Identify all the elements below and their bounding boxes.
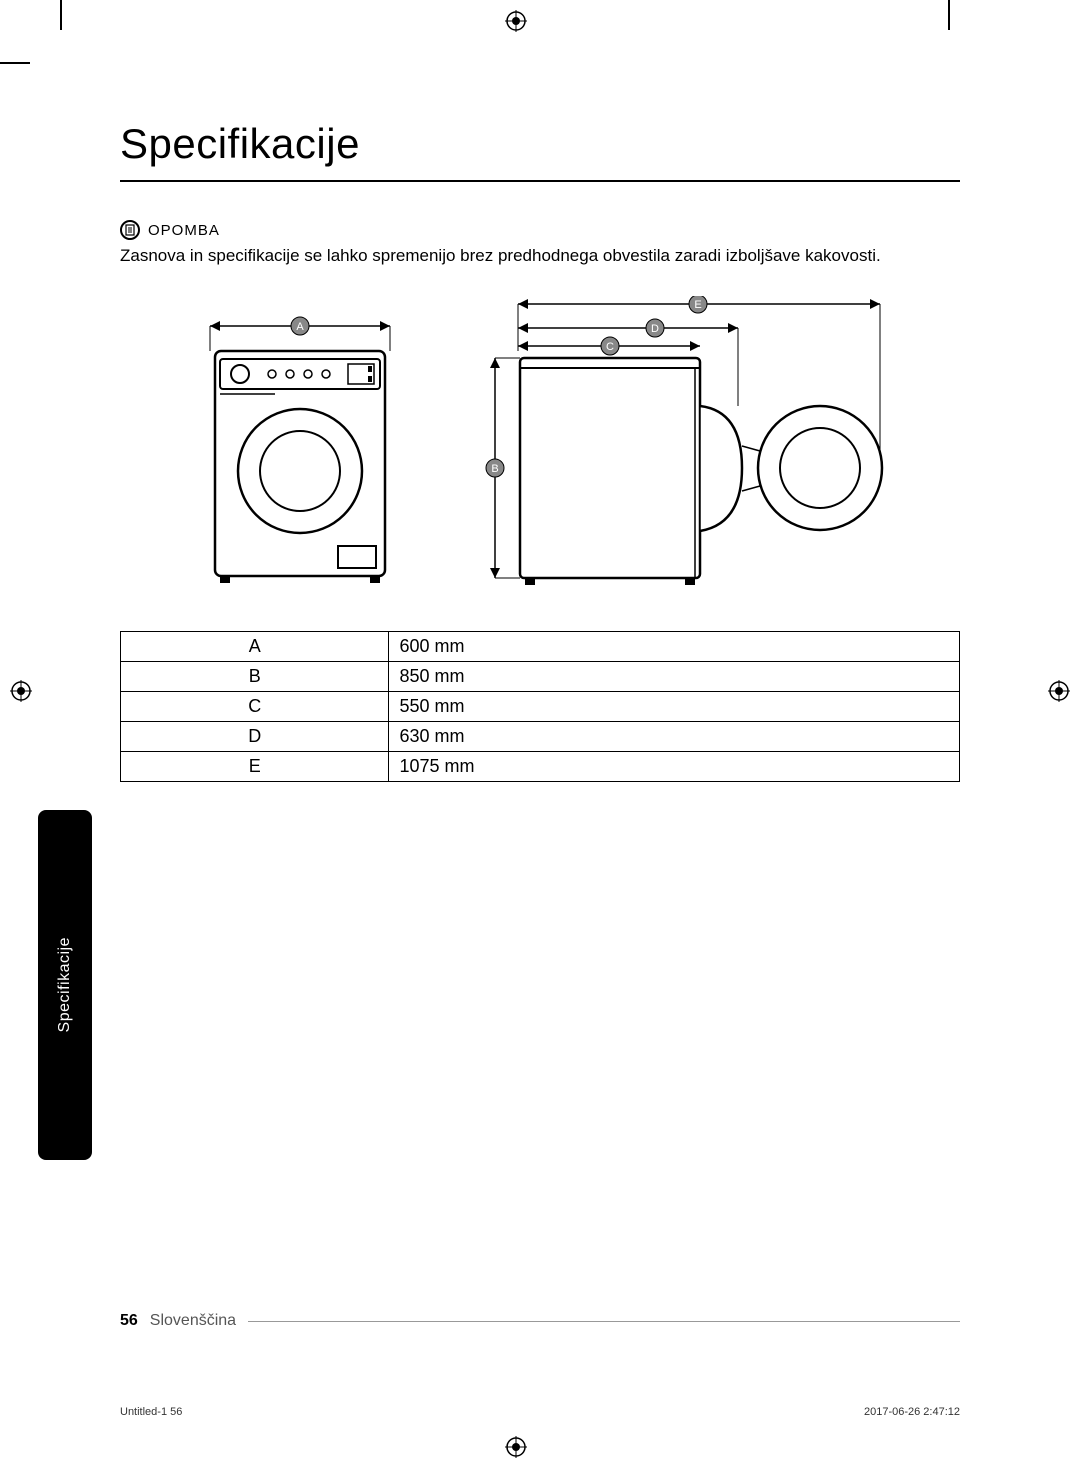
dim-value: 550 mm (389, 692, 960, 722)
dim-key: C (121, 692, 389, 722)
dim-value: 1075 mm (389, 752, 960, 782)
dim-label-a: A (296, 321, 304, 333)
page-title: Specifikacije (120, 120, 960, 182)
note-label: OPOMBA (148, 222, 220, 239)
diagram-side-view: E D C B (470, 296, 890, 601)
dimension-diagrams: A (120, 296, 960, 601)
footer-rule (248, 1321, 960, 1322)
registration-mark-icon (10, 680, 32, 702)
dim-value: 600 mm (389, 632, 960, 662)
section-tab: Specifikacije (38, 810, 92, 1160)
print-footer: Untitled-1 56 2017-06-26 2:47:12 (120, 1406, 960, 1418)
footer-language: Slovenščina (150, 1312, 236, 1330)
svg-text:B: B (491, 463, 498, 475)
registration-mark-icon (505, 1436, 527, 1458)
svg-text:E: E (694, 299, 701, 311)
page-number: 56 (120, 1312, 138, 1330)
print-footer-left: Untitled-1 56 (120, 1406, 182, 1418)
dim-key: D (121, 722, 389, 752)
print-footer-right: 2017-06-26 2:47:12 (864, 1406, 960, 1418)
table-row: D 630 mm (121, 722, 960, 752)
crop-mark (0, 62, 30, 64)
crop-mark (60, 0, 62, 30)
svg-text:C: C (606, 341, 614, 353)
table-row: B 850 mm (121, 662, 960, 692)
page-footer: 56 Slovenščina (120, 1312, 960, 1330)
crop-mark (948, 0, 950, 30)
dim-key: A (121, 632, 389, 662)
note-header: OPOMBA (120, 220, 960, 240)
section-tab-label: Specifikacije (56, 937, 74, 1032)
diagram-front-view: A (190, 296, 410, 601)
dim-value: 850 mm (389, 662, 960, 692)
table-row: E 1075 mm (121, 752, 960, 782)
dimensions-table: A 600 mm B 850 mm C 550 mm D 630 mm E 10… (120, 631, 960, 782)
note-icon (120, 220, 140, 240)
dim-key: B (121, 662, 389, 692)
registration-mark-icon (1048, 680, 1070, 702)
note-text: Zasnova in specifikacije se lahko spreme… (120, 246, 960, 266)
table-row: A 600 mm (121, 632, 960, 662)
registration-mark-icon (505, 10, 527, 32)
page-content: Specifikacije OPOMBA Zasnova in specifik… (120, 120, 960, 1356)
svg-text:D: D (651, 323, 659, 335)
dim-value: 630 mm (389, 722, 960, 752)
table-row: C 550 mm (121, 692, 960, 722)
dim-key: E (121, 752, 389, 782)
